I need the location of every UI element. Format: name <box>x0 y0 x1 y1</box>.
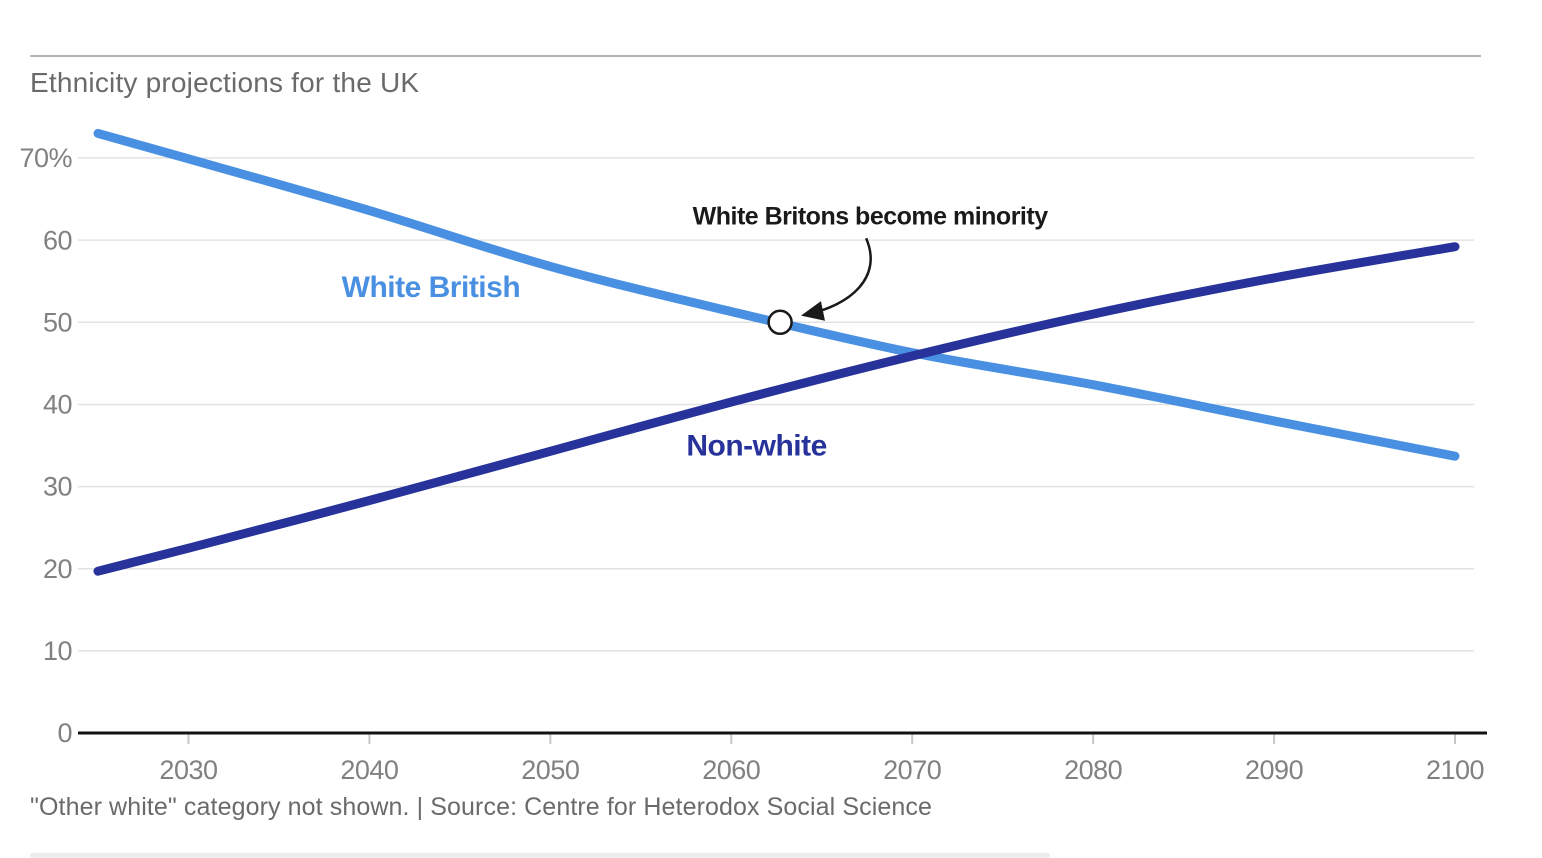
annotation-circle <box>767 309 793 336</box>
x-tick-label: 2030 <box>159 755 217 785</box>
y-tick-label: 10 <box>43 636 72 666</box>
x-tick-label: 2060 <box>702 755 760 785</box>
x-tick-label: 2080 <box>1064 755 1122 785</box>
y-tick-label: 40 <box>43 390 72 420</box>
series-white-british-line <box>93 128 1460 461</box>
chart-title: Ethnicity projections for the UK <box>30 67 420 98</box>
x-tick-label: 2070 <box>883 755 941 785</box>
top-divider <box>30 55 1481 57</box>
y-tick-label: 30 <box>43 472 72 502</box>
cropped-bottom-element <box>30 853 1050 858</box>
x-tick-label: 2040 <box>340 755 398 785</box>
grid-layer <box>78 157 1474 652</box>
label-layer: White British Non-white <box>342 271 828 463</box>
series-layer <box>93 128 1460 576</box>
y-tick-label: 70% <box>19 143 72 173</box>
chart-footnote: "Other white" category not shown. | Sour… <box>30 793 933 821</box>
annotation-arrow <box>801 237 872 321</box>
annotation-label: White Britons become minority <box>693 202 1049 230</box>
y-tick-label: 60 <box>43 225 72 255</box>
y-tick-label: 50 <box>43 307 72 337</box>
x-tick-label: 2090 <box>1245 755 1303 785</box>
y-tick-label: 0 <box>57 718 72 748</box>
series-label: White British <box>342 271 521 304</box>
series-non-white-line <box>93 242 1460 576</box>
x-tick-label: 2100 <box>1426 755 1484 785</box>
series-label: Non-white <box>686 429 826 462</box>
x-tick-label: 2050 <box>521 755 579 785</box>
axis-layer: 70% 60 50 40 30 20 10 0 2030 2040 2050 2060 2070 2080… <box>19 143 1487 785</box>
annotation-layer: White Britons become minority <box>693 202 1049 336</box>
y-tick-label: 20 <box>43 554 72 584</box>
